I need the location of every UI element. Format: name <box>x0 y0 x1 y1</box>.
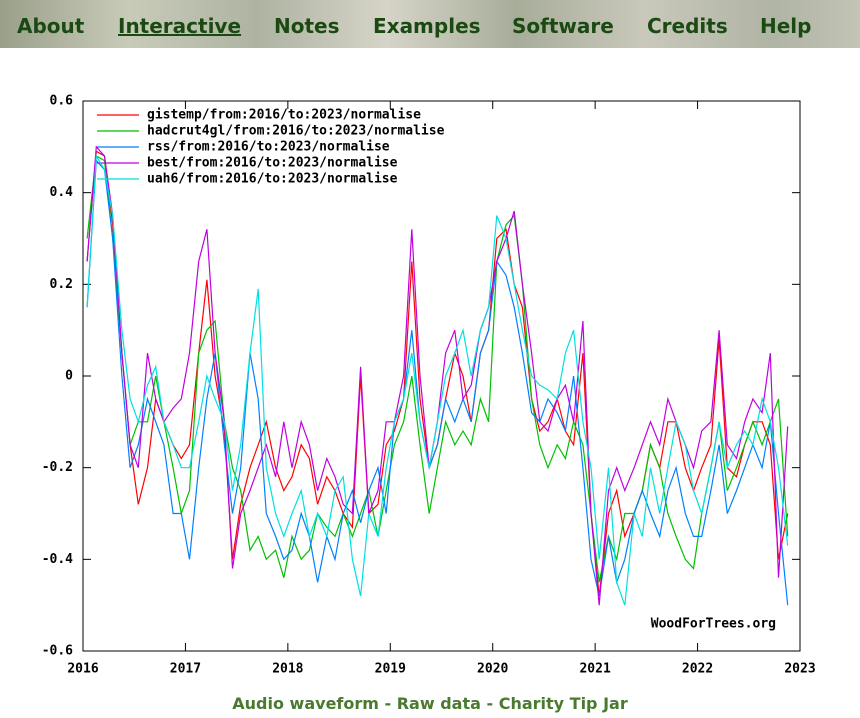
footer-link[interactable]: Raw data <box>396 694 481 713</box>
x-tick-label: 2018 <box>272 662 303 677</box>
x-tick-label: 2021 <box>579 662 610 677</box>
x-tick-label: 2023 <box>784 662 815 677</box>
chart: -0.6 -0.4 -0.2 0 0.2 0.4 0.6 2016 2017 2018 2019 20… <box>42 94 816 677</box>
nav-bar: About Interactive Notes Examples Software Cre… <box>0 0 860 48</box>
y-tick-label: 0.6 <box>50 94 74 109</box>
legend-label: gistemp/from:2016/to:2023/normalise <box>147 108 421 123</box>
legend-label: best/from:2016/to:2023/normalise <box>147 156 398 171</box>
nav-link[interactable]: Notes <box>274 14 340 38</box>
y-tick-label: 0.4 <box>50 185 74 200</box>
series-line <box>86 155 789 583</box>
footer-separator: - <box>384 694 392 713</box>
x-tick-label: 2019 <box>375 662 406 677</box>
footer: Audio waveform - Raw data - Charity Tip … <box>0 694 860 713</box>
footer-link[interactable]: Charity Tip Jar <box>498 694 628 713</box>
y-tick-label: -0.6 <box>42 644 73 659</box>
nav-link[interactable]: Help <box>760 14 812 38</box>
footer-link[interactable]: Audio waveform <box>232 694 379 713</box>
legend-label: rss/from:2016/to:2023/normalise <box>147 140 390 155</box>
x-tick-label: 2020 <box>477 662 508 677</box>
x-tick-label: 2017 <box>170 662 201 677</box>
nav-link[interactable]: Interactive <box>118 14 242 38</box>
nav-link[interactable]: Software <box>512 14 614 38</box>
footer-separator: - <box>486 694 494 713</box>
y-tick-label: 0 <box>65 369 73 384</box>
x-tick-label: 2022 <box>682 662 713 677</box>
legend-label: hadcrut4gl/from:2016/to:2023/normalise <box>147 124 445 139</box>
x-tick-label: 2016 <box>67 662 98 677</box>
series-line <box>86 159 789 606</box>
series-line <box>86 154 789 606</box>
nav-link[interactable]: About <box>17 14 85 38</box>
nav-link[interactable]: Credits <box>647 14 728 38</box>
watermark: WoodForTrees.org <box>651 617 776 632</box>
y-tick-label: 0.2 <box>50 277 73 292</box>
y-tick-label: -0.2 <box>42 460 73 475</box>
legend-label: uah6/from:2016/to:2023/normalise <box>147 172 398 187</box>
nav-link[interactable]: Examples <box>373 14 481 38</box>
y-tick-label: -0.4 <box>42 552 73 567</box>
